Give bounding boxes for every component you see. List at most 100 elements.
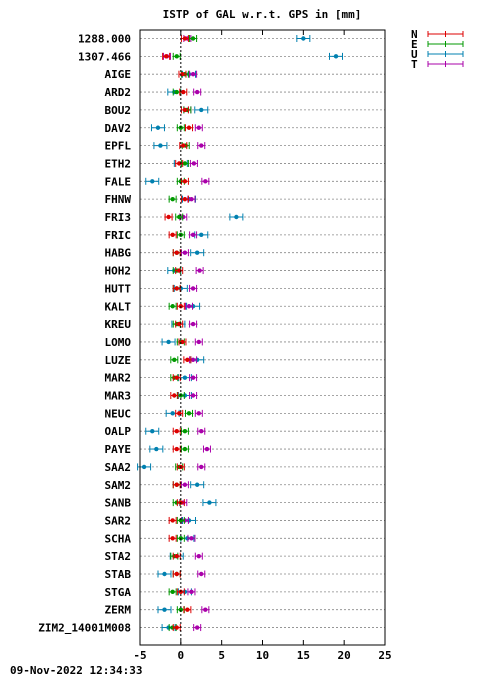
- marker-N: [172, 445, 181, 453]
- grid-lines: [140, 38, 385, 628]
- marker-N: [175, 320, 184, 328]
- tick-label: -5: [133, 649, 146, 662]
- marker-T: [189, 284, 198, 292]
- marker-T: [189, 320, 198, 328]
- station-label: ETH2: [105, 157, 132, 170]
- station-label: BOU2: [105, 104, 132, 117]
- station-label: SAM2: [105, 479, 132, 492]
- marker-N: [179, 142, 188, 150]
- marker-T: [189, 392, 198, 399]
- tick-label: 10: [256, 649, 269, 662]
- x-axis-ticks: -5 0 5 10 15 20 25: [133, 30, 392, 662]
- marker-U: [149, 445, 164, 453]
- legend-label: N: [411, 28, 418, 41]
- marker-N: [183, 606, 192, 614]
- marker-U: [161, 338, 176, 346]
- marker-N: [168, 231, 177, 239]
- marker-U: [194, 231, 209, 239]
- marker-N: [175, 159, 184, 167]
- marker-U: [194, 106, 209, 114]
- marker-N: [180, 177, 189, 185]
- station-label: KREU: [105, 318, 132, 331]
- marker-E: [176, 177, 185, 185]
- marker-T: [201, 606, 210, 614]
- marker-T: [197, 142, 206, 150]
- marker-N: [175, 409, 184, 417]
- station-label: MAR3: [105, 390, 132, 403]
- marker-E: [180, 427, 189, 435]
- tick-label: 25: [378, 649, 391, 662]
- marker-T: [194, 338, 203, 346]
- marker-T: [185, 302, 193, 310]
- marker-N: [183, 356, 192, 364]
- marker-E: [172, 52, 181, 60]
- marker-T: [193, 624, 202, 632]
- marker-N: [168, 516, 177, 524]
- marker-N: [170, 392, 179, 399]
- tick-label: 20: [338, 649, 351, 662]
- marker-U: [190, 249, 205, 257]
- station-label: ZERM: [105, 604, 132, 617]
- marker-N: [175, 267, 184, 275]
- station-label: FRIC: [105, 229, 132, 242]
- marker-N: [172, 249, 181, 257]
- marker-U: [150, 124, 165, 132]
- station-label: HUTT: [105, 282, 132, 295]
- marker-E: [176, 231, 185, 239]
- marker-T: [189, 231, 198, 239]
- marker-E: [168, 588, 177, 596]
- marker-T: [195, 267, 204, 275]
- marker-U: [229, 213, 244, 221]
- marker-N: [172, 624, 181, 632]
- marker-N: [185, 124, 193, 132]
- station-label: KALT: [105, 300, 132, 313]
- marker-N: [172, 481, 181, 489]
- marker-U: [137, 463, 152, 471]
- plot-frame: [139, 29, 386, 646]
- marker-N: [172, 284, 181, 292]
- station-label: 1307.466: [78, 50, 131, 63]
- station-label: NEUC: [105, 407, 132, 420]
- station-label: AIGE: [105, 68, 132, 81]
- chart-title: ISTP of GAL w.r.t. GPS in [mm]: [163, 8, 362, 21]
- station-label: PAYE: [105, 443, 132, 456]
- station-label: FHNW: [105, 193, 132, 206]
- marker-U: [296, 35, 311, 42]
- legend-label: U: [411, 48, 418, 61]
- tick-label: 5: [218, 649, 225, 662]
- station-label: HABG: [105, 247, 132, 260]
- station-label: SAA2: [105, 461, 132, 474]
- marker-T: [201, 177, 210, 185]
- marker-N: [176, 302, 185, 310]
- marker-T: [189, 374, 198, 382]
- marker-T: [187, 195, 196, 203]
- legend-label: E: [411, 38, 418, 51]
- marker-N: [180, 106, 189, 114]
- marker-N: [180, 35, 189, 42]
- marker-U: [157, 570, 172, 578]
- marker-E: [172, 88, 181, 96]
- station-label: STGA: [105, 586, 132, 599]
- marker-T: [180, 481, 189, 489]
- marker-T: [180, 249, 189, 257]
- marker-U: [329, 52, 343, 60]
- marker-T: [197, 427, 206, 435]
- station-rows: 1288.000 1307.466 AIGE ARD2 BOU2 DAV2 EPFL ETH2…: [38, 33, 343, 635]
- marker-T: [187, 534, 196, 542]
- station-label: SCHA: [105, 532, 132, 545]
- marker-E: [189, 35, 198, 42]
- marker-T: [202, 445, 211, 453]
- marker-N: [178, 338, 187, 346]
- marker-E: [168, 195, 177, 203]
- station-label: LUZE: [105, 354, 132, 367]
- station-label: STAB: [105, 568, 132, 581]
- marker-U: [202, 499, 217, 507]
- marker-N: [172, 552, 181, 560]
- legend-swatch: [427, 31, 464, 37]
- marker-T: [197, 463, 206, 471]
- station-label: FALE: [105, 175, 132, 188]
- marker-T: [197, 570, 206, 578]
- station-label: ZIM2_14001M008: [38, 622, 131, 635]
- station-label: HOH2: [105, 265, 132, 278]
